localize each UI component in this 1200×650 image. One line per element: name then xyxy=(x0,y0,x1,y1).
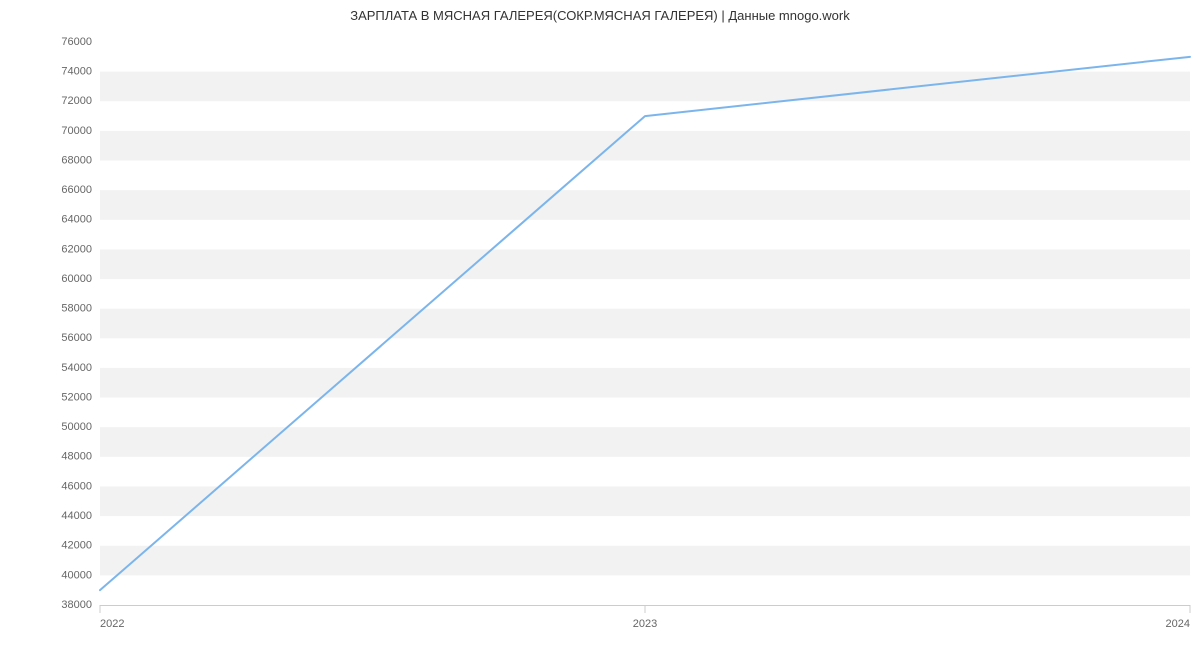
y-tick-label: 66000 xyxy=(61,184,92,196)
y-tick-label: 74000 xyxy=(61,66,92,78)
y-tick-label: 58000 xyxy=(61,303,92,315)
y-tick-label: 54000 xyxy=(61,362,92,374)
y-tick-label: 40000 xyxy=(61,569,92,581)
y-tick-label: 56000 xyxy=(61,332,92,344)
x-tick-label: 2022 xyxy=(100,618,124,630)
y-tick-label: 72000 xyxy=(61,95,92,107)
y-tick-label: 60000 xyxy=(61,273,92,285)
chart-svg: 38000 40000 42000 44000 46000 48000 50000 52000… xyxy=(0,0,1200,650)
y-tick-label: 62000 xyxy=(61,243,92,255)
y-tick-label: 68000 xyxy=(61,154,92,166)
y-tick-label: 44000 xyxy=(61,510,92,522)
y-tick-label: 50000 xyxy=(61,421,92,433)
y-tick-label: 48000 xyxy=(61,451,92,463)
chart-title: ЗАРПЛАТА В МЯСНАЯ ГАЛЕРЕЯ(СОКР.МЯСНАЯ ГА… xyxy=(0,8,1200,23)
y-tick-label: 52000 xyxy=(61,391,92,403)
y-tick-label: 76000 xyxy=(61,36,92,48)
y-tick-label: 46000 xyxy=(61,480,92,492)
y-tick-label: 64000 xyxy=(61,214,92,226)
y-tick-label: 70000 xyxy=(61,125,92,137)
x-tick-label: 2023 xyxy=(633,618,657,630)
y-tick-label: 38000 xyxy=(61,599,92,611)
chart-container: ЗАРПЛАТА В МЯСНАЯ ГАЛЕРЕЯ(СОКР.МЯСНАЯ ГА… xyxy=(0,0,1200,650)
y-tick-label: 42000 xyxy=(61,540,92,552)
x-tick-label: 2024 xyxy=(1166,618,1190,630)
